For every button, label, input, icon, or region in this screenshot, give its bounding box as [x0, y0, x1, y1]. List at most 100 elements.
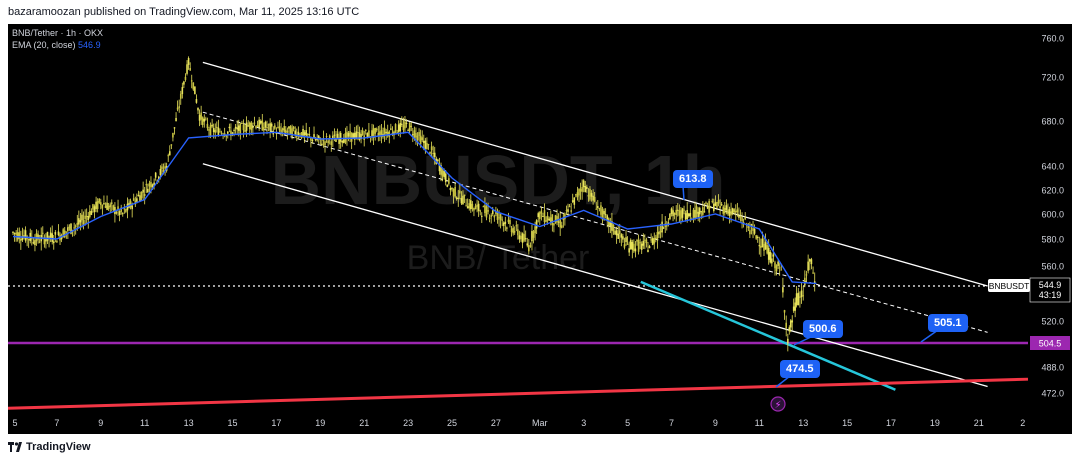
- candle-body: [372, 128, 375, 138]
- candle-body: [379, 131, 381, 136]
- x-tick-label: 5: [625, 418, 630, 428]
- candle-body: [713, 203, 715, 211]
- candle-body: [487, 209, 489, 212]
- candle-body: [123, 208, 126, 210]
- candle-body: [306, 133, 309, 135]
- candle-body: [586, 186, 588, 190]
- candle-body: [537, 213, 540, 218]
- candle-body: [731, 208, 734, 214]
- candle-body: [311, 139, 314, 142]
- candle-body: [126, 203, 129, 211]
- price-callout[interactable]: 474.5: [780, 360, 820, 378]
- tradingview-logo[interactable]: TradingView: [8, 441, 91, 453]
- callout-pointer: [920, 329, 939, 343]
- candle-body: [230, 130, 232, 137]
- candle-body: [507, 219, 510, 223]
- candle-body: [278, 126, 281, 131]
- candle-body: [24, 230, 27, 241]
- candle-body: [810, 259, 813, 265]
- candle-body: [625, 237, 627, 243]
- candle-body: [720, 204, 723, 206]
- candle-body: [390, 128, 392, 130]
- candle-body: [551, 214, 554, 226]
- candle-body: [620, 234, 623, 238]
- candle-body: [198, 114, 201, 121]
- candle-body: [110, 202, 113, 204]
- candle-body: [162, 169, 165, 173]
- candle-body: [225, 135, 228, 137]
- candle-body: [756, 236, 759, 238]
- candle-body: [56, 240, 58, 243]
- candle-body: [151, 184, 154, 188]
- candle-body: [716, 201, 718, 208]
- candle-body: [248, 122, 251, 130]
- price-callout[interactable]: 613.8: [673, 170, 713, 188]
- candle-body: [692, 209, 695, 218]
- candle-body: [236, 127, 239, 130]
- candle-body: [402, 125, 405, 131]
- candle-body: [717, 199, 720, 204]
- candle-body: [34, 240, 36, 246]
- candle-body: [242, 124, 245, 131]
- candle-body: [539, 212, 541, 219]
- candle-body: [653, 237, 656, 244]
- price-callout[interactable]: 505.1: [928, 314, 968, 332]
- candle-body: [233, 129, 235, 131]
- candle-body: [286, 131, 289, 133]
- price-callout[interactable]: 500.6: [803, 320, 843, 338]
- candle-body: [802, 295, 804, 297]
- candle-body: [564, 213, 566, 220]
- candle-body: [705, 202, 707, 204]
- candle-body: [451, 188, 453, 190]
- candle-body: [468, 203, 471, 209]
- candle-body: [256, 125, 259, 127]
- candle-body: [774, 262, 776, 269]
- teal-support-line: [640, 280, 896, 391]
- x-tick-label: 9: [713, 418, 718, 428]
- candle-body: [535, 220, 538, 229]
- candle-body: [694, 209, 696, 218]
- candle-body: [787, 338, 789, 344]
- candle-body: [280, 129, 282, 135]
- candle-body: [678, 210, 681, 216]
- candle-body: [607, 218, 610, 226]
- candle-body: [95, 201, 97, 209]
- candle-body: [327, 140, 329, 144]
- candle-body: [300, 132, 303, 138]
- candle-body: [554, 215, 557, 224]
- candle-body: [330, 141, 333, 145]
- candle-body: [183, 81, 185, 85]
- candle-body: [380, 130, 383, 138]
- candle-body: [747, 224, 750, 229]
- candle-body: [609, 221, 612, 227]
- candle-body: [430, 146, 433, 151]
- candle-body: [52, 241, 55, 244]
- candle-body: [194, 86, 196, 95]
- price-chart[interactable]: BNBUSDT, 1h BNB/ Tether ⚡ 760.0 720.0 680.0 64…: [8, 24, 1072, 434]
- candle-body: [459, 190, 461, 194]
- candle-body: [465, 205, 467, 207]
- candle-body: [90, 210, 93, 215]
- x-tick-label: 27: [491, 418, 501, 428]
- candle-body: [45, 239, 47, 242]
- candle-body: [556, 216, 558, 223]
- candle-body: [209, 124, 212, 136]
- candle-body: [695, 206, 698, 214]
- candle-body: [205, 118, 207, 120]
- candle-body: [217, 127, 220, 136]
- candle-body: [303, 132, 306, 136]
- candle-body: [415, 133, 417, 138]
- chart-area[interactable]: BNBUSDT, 1h BNB/ Tether ⚡ 760.0 720.0 680.0 64…: [8, 24, 1072, 434]
- candle-body: [709, 207, 712, 209]
- candle-body: [766, 245, 768, 254]
- candle-body: [143, 193, 146, 196]
- candle-body: [328, 135, 331, 139]
- candle-body: [137, 194, 140, 196]
- legend-ema-label: EMA (20, close): [12, 40, 76, 50]
- candle-body: [485, 206, 488, 218]
- candle-body: [510, 228, 513, 233]
- candle-body: [267, 124, 270, 126]
- x-tick-label: 5: [12, 418, 17, 428]
- candle-body: [159, 169, 162, 176]
- candle-body: [687, 213, 690, 217]
